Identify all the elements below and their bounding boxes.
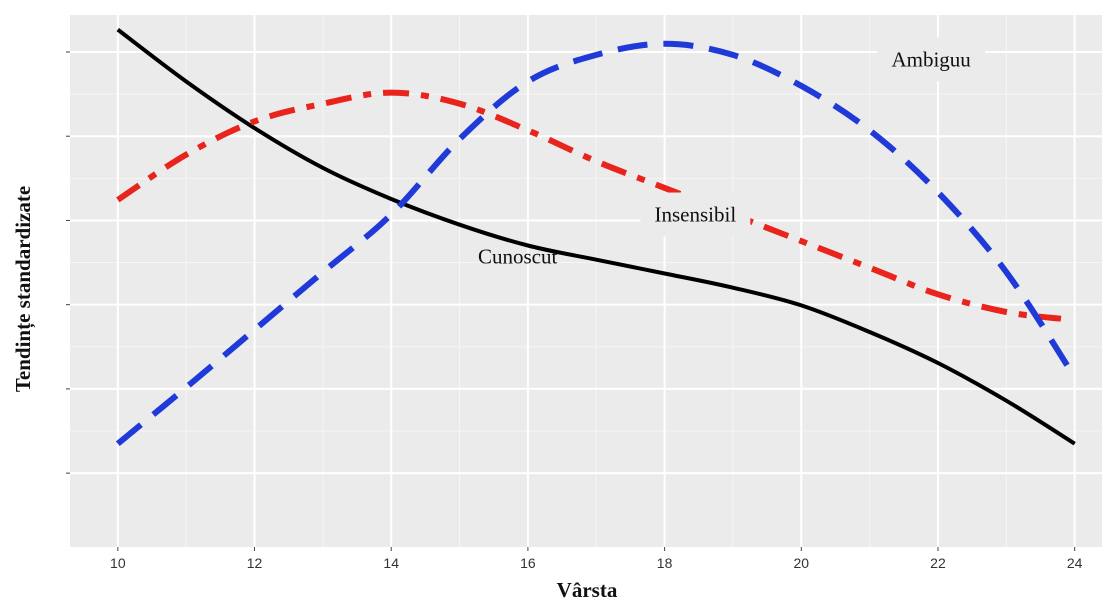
x-tick-label: 18 [657,555,673,571]
series-lines [115,28,1078,447]
label-box [640,192,751,237]
series-label-text: Cunoscut [478,245,558,269]
x-axis-title: Vârsta [557,578,618,601]
x-tick-label: 22 [930,555,946,571]
series-line-insensibil [116,89,1062,322]
axis-ticks: 10 12 14 16 18 20 22 24 [66,51,1083,571]
series-line-cunoscut [116,28,1076,446]
x-tick-label: 14 [383,555,399,571]
plot-panel [70,15,1102,547]
series-labels: Ambiguu Insensibil Cunoscut [478,37,986,269]
x-tick-label: 20 [793,555,809,571]
label-ambiguu: Ambiguu [877,37,986,82]
series-label-text: Ambiguu [891,47,971,71]
label-cunoscut: Cunoscut [478,245,558,269]
series-line-ambiguu [115,40,1078,447]
y-axis-title: Tendințe standardizate [11,186,36,392]
label-insensibil: Insensibil [640,192,751,237]
major-gridlines [70,15,1102,547]
x-tick-label: 12 [247,555,263,571]
series-label-text: Insensibil [655,203,737,227]
x-tick-label: 16 [520,555,536,571]
x-tick-label: 10 [110,555,126,571]
label-box [877,37,986,82]
x-tick-label: 24 [1067,555,1083,571]
